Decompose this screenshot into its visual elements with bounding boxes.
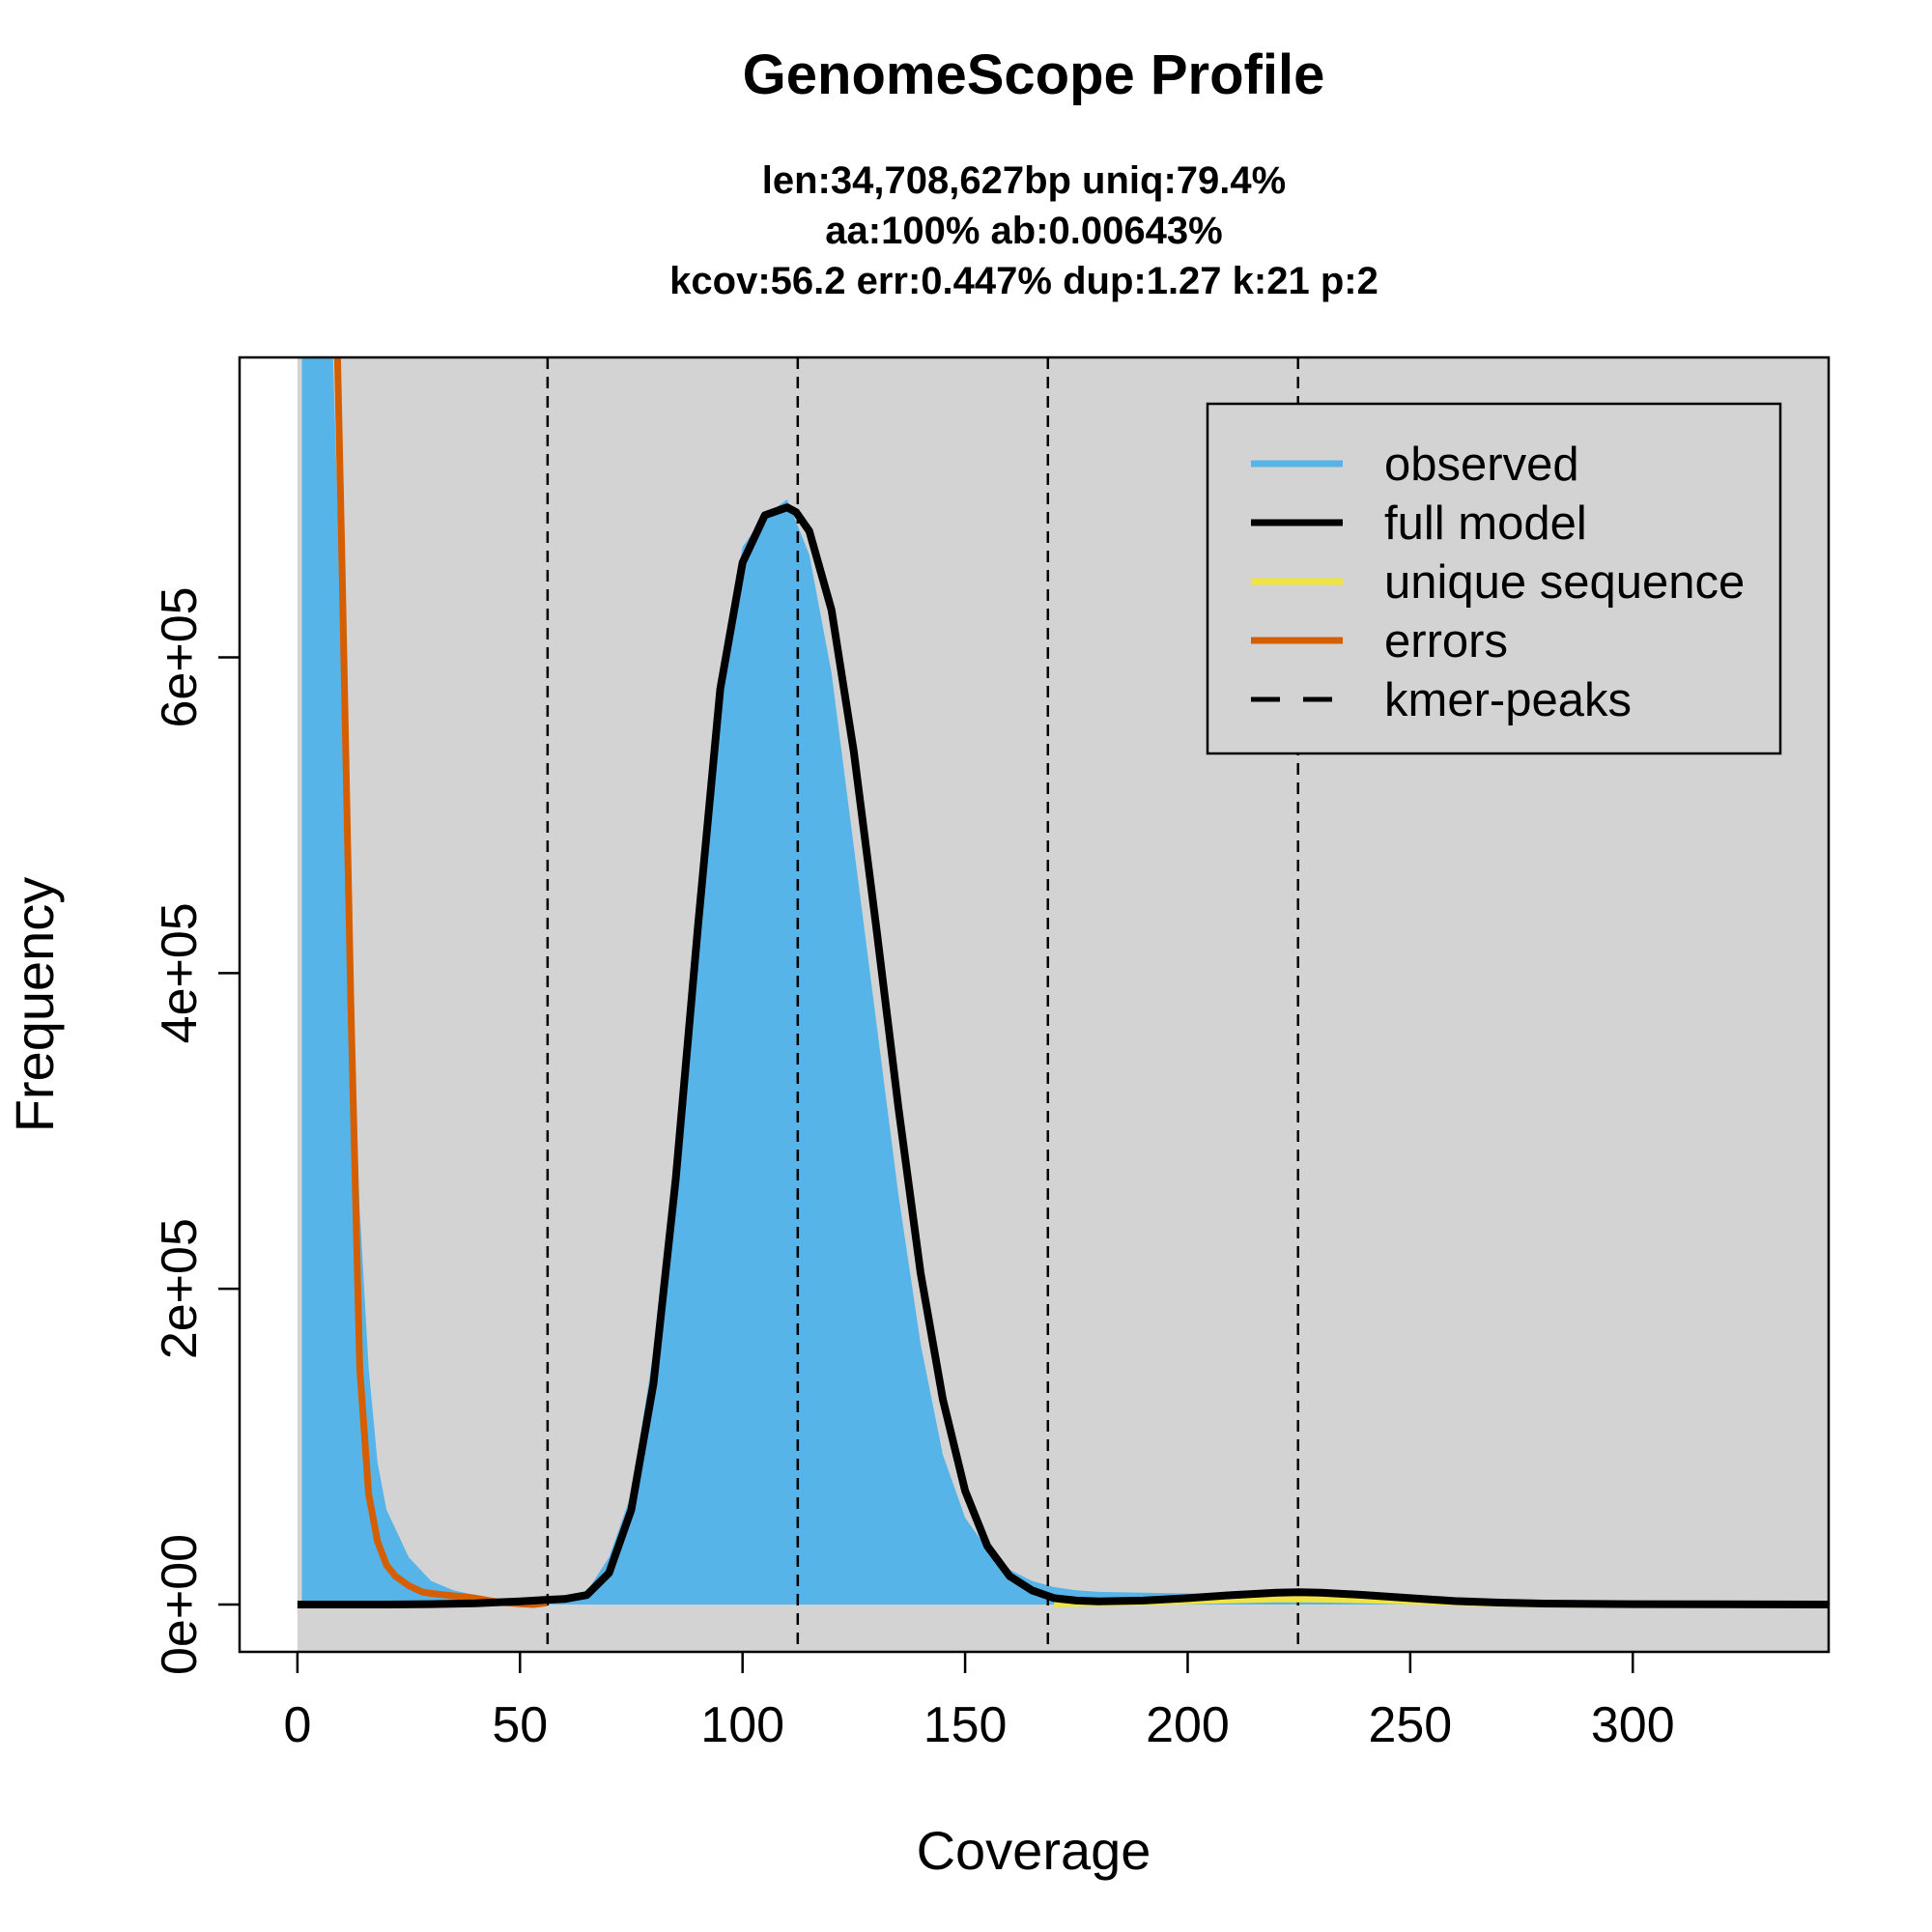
y-tick-label-3: 6e+05	[152, 586, 208, 727]
legend-label-0: observed	[1384, 439, 1579, 491]
x-tick-label-3: 150	[923, 1697, 1008, 1753]
legend-label-3: errors	[1384, 615, 1508, 668]
y-axis-label: Frequency	[4, 877, 65, 1133]
chart-subtitle-line-3: kcov:56.2 err:0.447% dup:1.27 k:21 p:2	[669, 260, 1378, 302]
chart-subtitle-line-2: aa:100% ab:0.00643%	[825, 210, 1222, 252]
x-tick-label-0: 0	[283, 1697, 311, 1753]
x-tick-label-5: 250	[1368, 1697, 1452, 1753]
chart-title: GenomeScope Profile	[743, 43, 1325, 106]
legend-label-4: kmer-peaks	[1384, 674, 1632, 726]
legend: observed full model unique sequence errors k…	[1206, 402, 1782, 755]
plot-frame	[238, 355, 1831, 1654]
series-observed	[301, 357, 1829, 1605]
legend-label-1: full model	[1384, 497, 1587, 550]
x-tick-label-1: 50	[492, 1697, 548, 1753]
chart-subtitle-line-1: len:34,708,627bp uniq:79.4%	[762, 159, 1286, 202]
series-full-model	[297, 503, 1829, 1608]
x-tick-label-2: 100	[700, 1697, 784, 1753]
legend-label-2: unique sequence	[1384, 556, 1745, 609]
x-tick-label-6: 300	[1591, 1697, 1675, 1753]
x-axis-label: Coverage	[917, 1820, 1151, 1881]
y-tick-label-0: 0e+00	[152, 1534, 208, 1675]
y-tick-label-2: 4e+05	[152, 902, 208, 1043]
y-tick-label-1: 2e+05	[152, 1218, 208, 1359]
x-tick-label-4: 200	[1146, 1697, 1230, 1753]
axes: 0 50 100 150 200 250 300 0e+00 2e+05 4e+05 6e+05	[152, 355, 1831, 1753]
